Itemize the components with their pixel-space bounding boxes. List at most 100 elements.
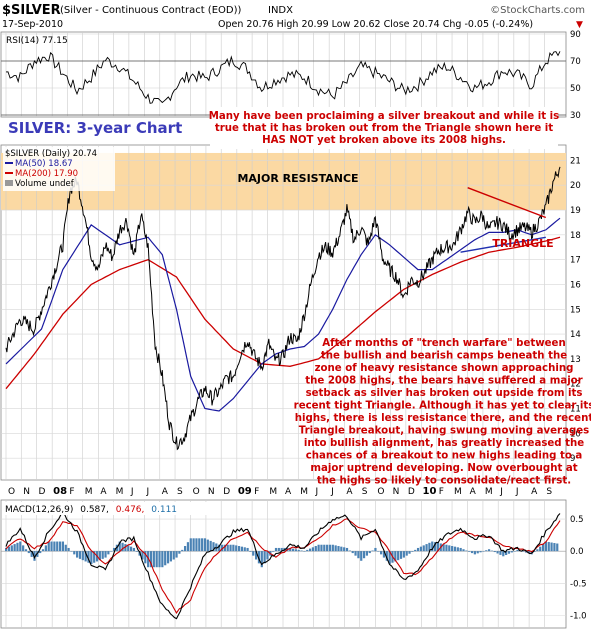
macd-histogram-bar xyxy=(243,547,246,552)
ma200-legend: MA(200) 17.90 xyxy=(15,169,78,179)
x-tick-label: A xyxy=(470,487,477,497)
macd-histogram-bar xyxy=(436,542,440,552)
x-tick-label: J xyxy=(146,487,150,497)
main-annotation-line: the bullish and bearish camps beneath th… xyxy=(321,351,567,362)
ma50-legend: MA(50) 18.67 xyxy=(15,159,73,169)
ma200-line xyxy=(5,236,561,390)
macd-histogram-bar xyxy=(425,544,428,552)
macd-tick-label: -1.0 xyxy=(570,611,587,621)
macd-histogram-bar xyxy=(533,551,536,552)
triangle-lower-trendline xyxy=(460,236,546,253)
macd-tick-label: 0.0 xyxy=(570,547,584,557)
macd-histogram-bar xyxy=(331,544,334,552)
macd-histogram-bar xyxy=(451,546,454,552)
macd-histogram-bar xyxy=(260,551,263,568)
macd-histogram-bar xyxy=(323,544,326,552)
price-line xyxy=(5,166,561,451)
x-tick-label: D xyxy=(408,487,415,497)
macd-histogram-bar xyxy=(448,545,451,552)
chart-title: SILVER: 3-year Chart xyxy=(8,119,182,137)
macd-histogram-bar xyxy=(314,546,317,552)
macd-histogram-bar xyxy=(135,551,138,552)
macd-legend-hist: 0.111 xyxy=(151,505,177,515)
main-annotation-line: recent tight Triangle. Although it has y… xyxy=(294,401,591,412)
macd-histogram-bar xyxy=(70,551,73,552)
macd-histogram-bar xyxy=(175,551,178,558)
macd-histogram-bar xyxy=(53,541,56,552)
macd-histogram-bar xyxy=(345,547,349,552)
x-tick-label: S xyxy=(362,487,368,497)
macd-histogram-bar xyxy=(24,549,28,552)
macd-histogram-bar xyxy=(536,549,539,552)
macd-histogram-bar xyxy=(87,551,90,563)
macd-tick-label: 0.5 xyxy=(570,515,584,525)
macd-histogram-bar xyxy=(61,541,65,552)
x-tick-label: 08 xyxy=(53,486,67,497)
main-annotation-line: major uptrend developing. Now overbought… xyxy=(310,463,577,474)
macd-histogram-bar xyxy=(499,551,502,555)
top-annotation-backdrop xyxy=(210,107,558,149)
x-tick-label: J xyxy=(499,487,503,497)
macd-histogram-bar xyxy=(195,538,198,552)
main-annotation-line: the 2008 highs, the bears have suffered … xyxy=(305,376,582,387)
x-tick-label: M xyxy=(300,487,308,497)
x-tick-label: J xyxy=(130,487,134,497)
top-annotation-line: HAS NOT yet broken above its 2008 highs. xyxy=(262,135,506,146)
macd-histogram-bar xyxy=(132,547,136,552)
x-tick-label: M xyxy=(454,487,462,497)
macd-histogram-bar xyxy=(510,551,513,553)
macd-histogram-bar xyxy=(27,551,30,554)
macd-histogram-bar xyxy=(422,545,425,552)
price-tick-label: 12 xyxy=(570,380,581,390)
resistance-label: MAJOR RESISTANCE xyxy=(237,172,358,185)
macd-histogram-bar xyxy=(232,544,235,552)
macd-histogram-bar xyxy=(16,542,19,552)
macd-histogram-bar xyxy=(374,547,377,552)
price-legend-box xyxy=(3,147,115,191)
macd-histogram-bar xyxy=(490,550,494,552)
macd-histogram-bar xyxy=(527,551,530,554)
macd-histogram-bar xyxy=(326,544,329,552)
macd-histogram-bar xyxy=(365,551,369,556)
macd-histogram-bar xyxy=(479,551,482,553)
macd-histogram-bar xyxy=(362,551,366,559)
macd-histogram-bar xyxy=(300,550,303,552)
x-tick-label: O xyxy=(377,487,384,497)
macd-histogram-bar xyxy=(149,551,153,568)
macd-histogram-bar xyxy=(101,551,104,559)
macd-histogram-bar xyxy=(405,551,408,556)
macd-legend-signal: 0.476, xyxy=(116,505,145,515)
macd-histogram-bar xyxy=(186,542,190,552)
price-legend-title: $SILVER (Daily) 20.74 xyxy=(5,149,97,159)
macd-histogram-bar xyxy=(107,551,110,555)
rsi-y-axis: 30 50 70 90 xyxy=(570,30,581,121)
macd-histogram-bar xyxy=(505,551,508,556)
macd-histogram-bar xyxy=(357,551,360,559)
price-legend: $SILVER (Daily) 20.74 MA(50) 18.67 MA(20… xyxy=(3,147,115,191)
macd-histogram-bar xyxy=(303,551,306,552)
macd-histogram-bar xyxy=(360,551,363,561)
macd-histogram-bar xyxy=(124,544,127,552)
price-tick-label: 11 xyxy=(570,405,581,415)
macd-histogram-bar xyxy=(541,544,545,552)
macd-histogram-bar xyxy=(522,551,525,552)
macd-histogram-bar xyxy=(5,547,8,552)
macd-histogram-bar xyxy=(112,547,116,552)
main-annotation-line: Triangle breakout, having swung moving a… xyxy=(299,426,589,437)
macd-histogram-bar xyxy=(201,538,204,552)
macd-histogram-bar xyxy=(218,544,221,552)
x-tick-label: J xyxy=(330,487,334,497)
macd-histogram-bar xyxy=(487,549,491,552)
macd-legend-box xyxy=(3,502,217,515)
rsi-legend: RSI(14) 77.15 xyxy=(6,36,68,46)
macd-histogram-bar xyxy=(456,547,459,552)
macd-histogram-bar xyxy=(155,551,158,568)
macd-histogram-bar xyxy=(7,546,11,552)
macd-histogram-bar xyxy=(382,551,386,558)
macd-histogram-bar xyxy=(317,544,320,552)
macd-histogram-bar xyxy=(169,551,172,562)
macd-histogram-bar xyxy=(482,551,485,552)
macd-histogram-bar xyxy=(340,546,343,552)
macd-histogram-bar xyxy=(272,551,275,552)
macd-histogram-bar xyxy=(161,551,164,568)
